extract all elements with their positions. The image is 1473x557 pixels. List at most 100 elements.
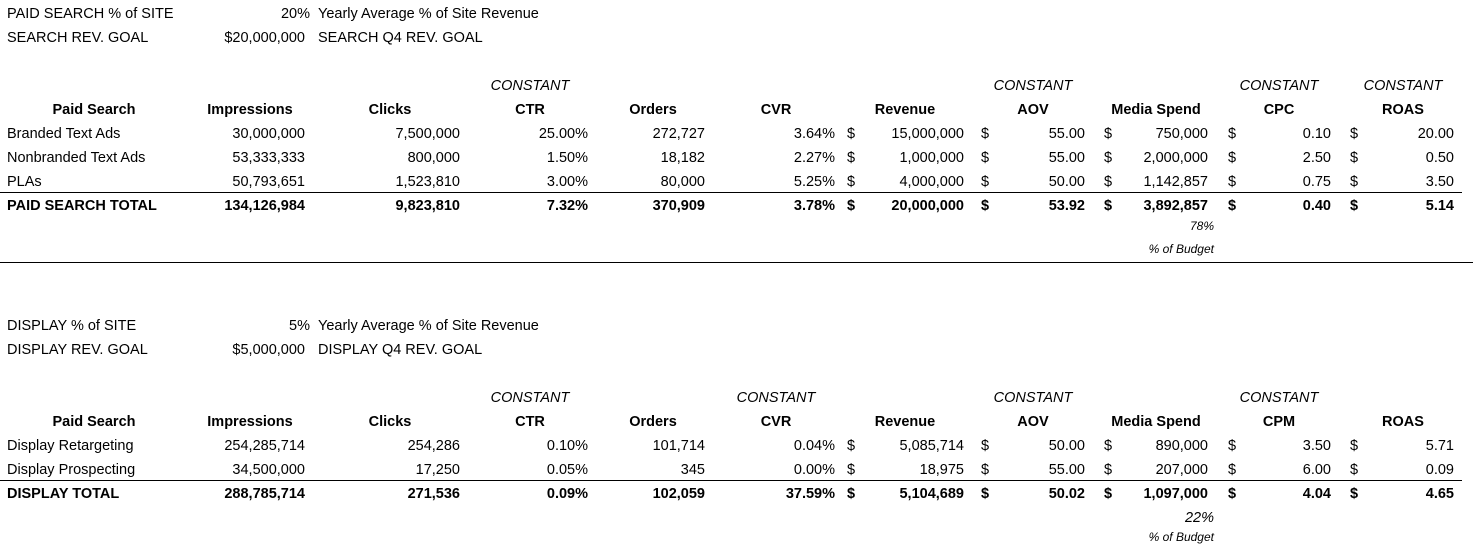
currency-symbol: $ [981, 462, 990, 478]
cell-impressions: 53,333,333 [232, 150, 305, 166]
row-name: Nonbranded Text Ads [7, 150, 146, 166]
currency-symbol: $ [1350, 198, 1359, 214]
currency-symbol: $ [847, 462, 856, 478]
cell-roas: 3.50 [1425, 174, 1454, 190]
currency-symbol: $ [981, 150, 990, 166]
currency-symbol: $ [1104, 150, 1113, 166]
currency-symbol: $ [847, 126, 856, 142]
paid-header-cvr: CVR [760, 102, 792, 118]
currency-symbol: $ [1104, 438, 1113, 454]
cell-aov: 55.00 [1048, 462, 1085, 478]
row-name: Display Retargeting [7, 438, 134, 454]
currency-symbol: $ [981, 126, 990, 142]
paid-header-impressions: Impressions [207, 102, 293, 118]
total-name: DISPLAY TOTAL [7, 486, 120, 502]
currency-symbol: $ [1350, 462, 1359, 478]
cell-cvr: 0.04% [793, 438, 835, 454]
cell-aov: 50.00 [1048, 438, 1085, 454]
cell-ctr: 3.00% [546, 174, 588, 190]
total-cpm: 4.04 [1302, 486, 1331, 502]
display-constant-ctr: CONSTANT [490, 390, 570, 406]
cell-clicks: 254,286 [407, 438, 460, 454]
cell-impressions: 50,793,651 [232, 174, 305, 190]
cell-revenue: 18,975 [919, 462, 964, 478]
total-aov: 53.92 [1048, 198, 1085, 214]
currency-symbol: $ [1350, 486, 1359, 502]
cell-aov: 55.00 [1048, 126, 1085, 142]
currency-symbol: $ [1104, 462, 1113, 478]
cell-clicks: 17,250 [415, 462, 460, 478]
cell-impressions: 254,285,714 [224, 438, 305, 454]
display-header-roas: ROAS [1382, 414, 1424, 430]
total-cvr: 3.78% [793, 198, 835, 214]
display-header-cpm: CPM [1262, 414, 1296, 430]
cell-cvr: 0.00% [793, 462, 835, 478]
cell-cpc: 2.50 [1302, 150, 1331, 166]
currency-symbol: $ [981, 174, 990, 190]
cell-ctr: 25.00% [538, 126, 588, 142]
paid-header-spend: Media Spend [1111, 102, 1201, 118]
paid-constant-roas: CONSTANT [1363, 78, 1443, 94]
row-name: PLAs [7, 174, 42, 190]
cell-revenue: 4,000,000 [899, 174, 964, 190]
display-constant-cpm: CONSTANT [1239, 390, 1319, 406]
section-divider [0, 262, 1473, 263]
cell-revenue: 5,085,714 [899, 438, 964, 454]
cell-cpc: 0.10 [1302, 126, 1331, 142]
currency-symbol: $ [981, 198, 990, 214]
currency-symbol: $ [1228, 462, 1237, 478]
paid-header-cpc: CPC [1263, 102, 1295, 118]
cell-roas: 5.71 [1425, 438, 1454, 454]
cell-cpm: 3.50 [1302, 438, 1331, 454]
paid-header-roas: ROAS [1382, 102, 1424, 118]
currency-symbol: $ [1350, 174, 1359, 190]
paid-goal-desc: SEARCH Q4 REV. GOAL [318, 30, 483, 46]
total-cvr: 37.59% [785, 486, 835, 502]
paid-goal-value: $20,000,000 [224, 30, 305, 46]
cell-revenue: 1,000,000 [899, 150, 964, 166]
currency-symbol: $ [981, 486, 990, 502]
display-goal-desc: DISPLAY Q4 REV. GOAL [318, 342, 483, 358]
cell-orders: 272,727 [652, 126, 705, 142]
currency-symbol: $ [1350, 150, 1359, 166]
cell-impressions: 34,500,000 [232, 462, 305, 478]
cell-orders: 18,182 [660, 150, 705, 166]
cell-clicks: 7,500,000 [395, 126, 460, 142]
cell-roas: 0.09 [1425, 462, 1454, 478]
paid-header-name: Paid Search [52, 102, 136, 118]
paid-header-ctr: CTR [515, 102, 545, 118]
total-clicks: 271,536 [407, 486, 460, 502]
currency-symbol: $ [847, 174, 856, 190]
cell-aov: 55.00 [1048, 150, 1085, 166]
currency-symbol: $ [847, 198, 856, 214]
cell-revenue: 15,000,000 [891, 126, 964, 142]
cell-impressions: 30,000,000 [232, 126, 305, 142]
currency-symbol: $ [1350, 126, 1359, 142]
display-header-orders: Orders [629, 414, 677, 430]
total-impressions: 134,126,984 [224, 198, 305, 214]
currency-symbol: $ [1228, 198, 1237, 214]
currency-symbol: $ [1228, 150, 1237, 166]
currency-symbol: $ [1104, 198, 1113, 214]
currency-symbol: $ [1104, 174, 1113, 190]
cell-orders: 345 [680, 462, 705, 478]
cell-cvr: 2.27% [793, 150, 835, 166]
total-orders: 370,909 [652, 198, 705, 214]
budget-percent: 22% [1184, 510, 1214, 526]
cell-spend: 2,000,000 [1143, 150, 1208, 166]
row-name: Display Prospecting [7, 462, 136, 478]
currency-symbol: $ [1350, 438, 1359, 454]
currency-symbol: $ [847, 150, 856, 166]
paid-constant-aov: CONSTANT [993, 78, 1073, 94]
total-cpc: 0.40 [1302, 198, 1331, 214]
currency-symbol: $ [847, 438, 856, 454]
row-name: Branded Text Ads [7, 126, 121, 142]
display-header-revenue: Revenue [874, 414, 936, 430]
cell-clicks: 800,000 [407, 150, 460, 166]
display-constant-cvr: CONSTANT [736, 390, 816, 406]
total-ctr: 7.32% [546, 198, 588, 214]
paid-constant-ctr: CONSTANT [490, 78, 570, 94]
display-header-name: Paid Search [52, 414, 136, 430]
paid-constant-cpc: CONSTANT [1239, 78, 1319, 94]
paid-pct-label: PAID SEARCH % of SITE [7, 6, 174, 22]
